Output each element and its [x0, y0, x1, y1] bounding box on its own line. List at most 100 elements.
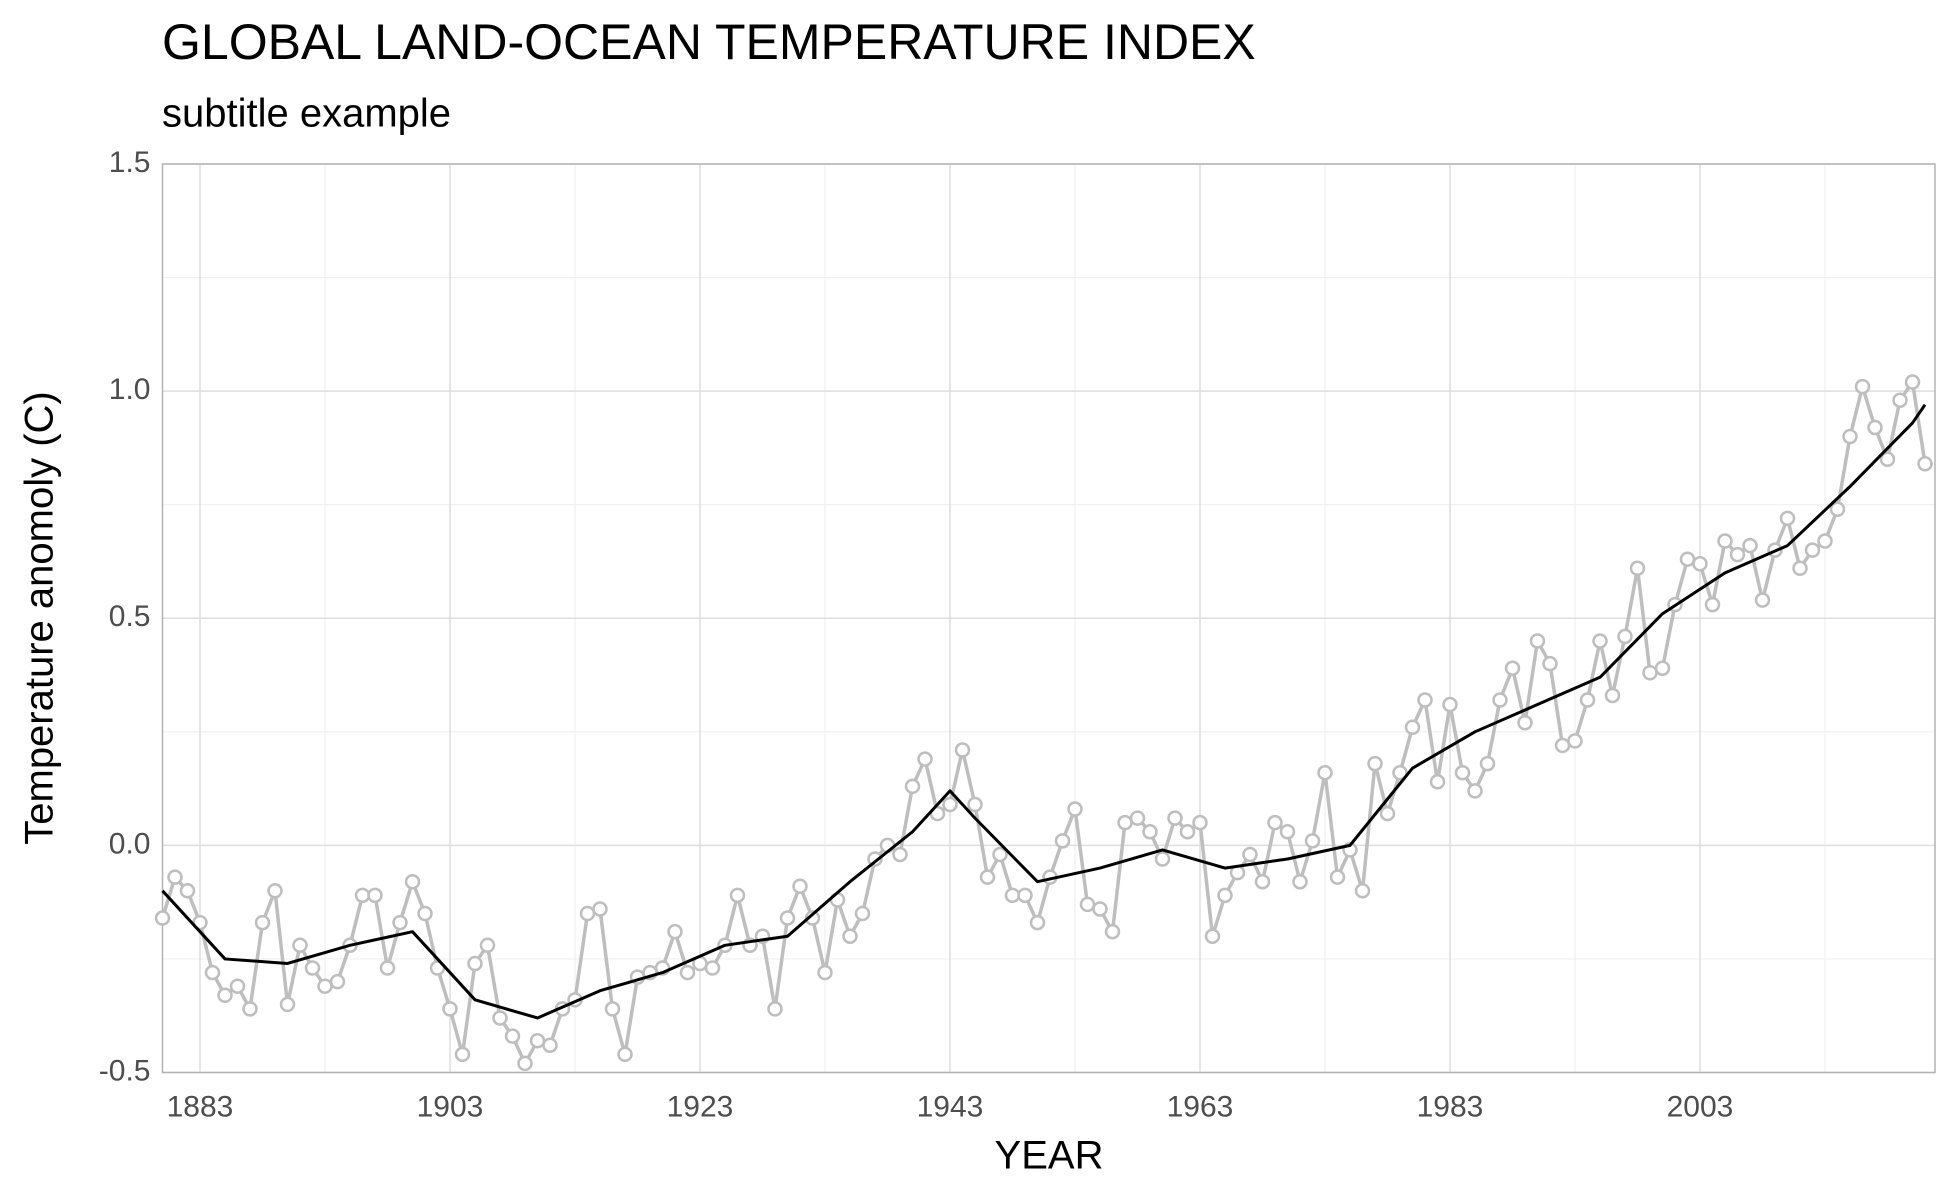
data-point — [1804, 542, 1821, 558]
data-point — [529, 1032, 546, 1049]
data-point — [242, 1001, 258, 1017]
data-point — [1904, 374, 1921, 390]
data-point — [1217, 887, 1233, 904]
data-point — [1654, 660, 1671, 676]
x-tick-label: 1883 — [167, 1090, 234, 1123]
data-point — [1867, 419, 1883, 436]
data-point — [1467, 783, 1483, 799]
data-point — [1254, 873, 1271, 890]
data-point — [804, 910, 821, 926]
data-point — [354, 887, 371, 904]
data-point — [479, 937, 496, 954]
data-point — [1329, 869, 1346, 885]
data-point — [1079, 896, 1096, 913]
data-point — [1154, 851, 1171, 867]
data-point — [1104, 923, 1121, 940]
data-point — [417, 905, 433, 922]
data-point — [1792, 560, 1808, 577]
data-point — [1779, 510, 1796, 527]
data-point — [1317, 764, 1333, 781]
data-point — [404, 873, 421, 890]
data-point — [704, 960, 721, 976]
data-point — [1304, 833, 1321, 849]
data-point — [1829, 501, 1846, 517]
x-tick-label: 1923 — [667, 1090, 734, 1123]
x-tick-label: 1983 — [1417, 1090, 1484, 1123]
data-point — [392, 914, 408, 931]
y-tick-label: 0.0 — [109, 827, 151, 860]
data-point — [1504, 660, 1521, 676]
data-point — [1492, 692, 1508, 708]
data-point — [1292, 873, 1308, 890]
data-point — [1479, 755, 1496, 772]
y-tick-label: 1.5 — [109, 146, 151, 179]
data-point — [1717, 533, 1733, 549]
data-point — [1704, 596, 1721, 613]
data-point — [1842, 428, 1858, 445]
data-point — [229, 978, 246, 994]
data-point — [1729, 546, 1746, 563]
data-point — [1142, 823, 1158, 840]
data-point — [1817, 533, 1833, 549]
data-point — [1279, 823, 1296, 840]
data-point — [1404, 719, 1421, 736]
data-point — [1629, 560, 1646, 577]
data-point — [1054, 833, 1071, 849]
data-point — [1554, 737, 1571, 754]
data-point — [1642, 665, 1658, 681]
data-point — [1392, 764, 1408, 781]
data-point — [579, 905, 596, 922]
data-point — [1192, 814, 1208, 831]
data-point — [842, 928, 858, 944]
y-tick-label: -0.5 — [99, 1054, 151, 1087]
x-tick-label: 1963 — [1167, 1090, 1234, 1123]
data-point — [817, 964, 833, 981]
data-point — [942, 796, 958, 813]
data-point — [517, 1055, 533, 1072]
data-point — [1917, 456, 1933, 472]
data-point — [492, 1010, 508, 1026]
data-point — [904, 778, 921, 795]
data-point — [1679, 551, 1696, 567]
data-point — [967, 796, 983, 813]
x-tick-label: 1943 — [917, 1090, 984, 1123]
data-point — [279, 996, 296, 1013]
data-point — [1029, 914, 1046, 931]
chart-title: GLOBAL LAND-OCEAN TEMPERATURE INDEX — [162, 14, 1256, 70]
data-point — [1242, 846, 1258, 863]
data-point — [1379, 805, 1396, 822]
data-point — [779, 910, 796, 926]
data-point — [504, 1028, 521, 1044]
data-point — [379, 960, 396, 976]
y-tick-label: 0.5 — [109, 600, 151, 633]
x-tick-label: 1903 — [417, 1090, 484, 1123]
data-point — [1204, 928, 1221, 944]
data-point — [1004, 887, 1021, 904]
data-point — [542, 1037, 558, 1053]
data-point — [1454, 764, 1471, 781]
data-point — [729, 887, 746, 904]
data-point — [1854, 378, 1871, 395]
data-point — [1579, 692, 1596, 708]
data-point — [1604, 687, 1621, 704]
data-point — [917, 751, 933, 767]
series-line — [160, 380, 1927, 1066]
data-point — [217, 987, 233, 1004]
x-axis-label: YEAR — [995, 1134, 1104, 1178]
data-point — [979, 869, 996, 885]
data-point — [1879, 451, 1896, 468]
data-point — [454, 1046, 471, 1063]
data-point — [304, 960, 321, 976]
data-point — [1417, 692, 1433, 708]
data-point — [792, 878, 808, 895]
data-point — [617, 1046, 633, 1063]
data-point — [1167, 810, 1183, 826]
data-point — [1529, 633, 1546, 649]
data-point — [154, 910, 171, 926]
data-point — [954, 742, 971, 758]
data-point — [1117, 814, 1133, 831]
data-point — [992, 846, 1008, 863]
data-point — [1092, 901, 1108, 917]
data-point — [592, 901, 608, 917]
